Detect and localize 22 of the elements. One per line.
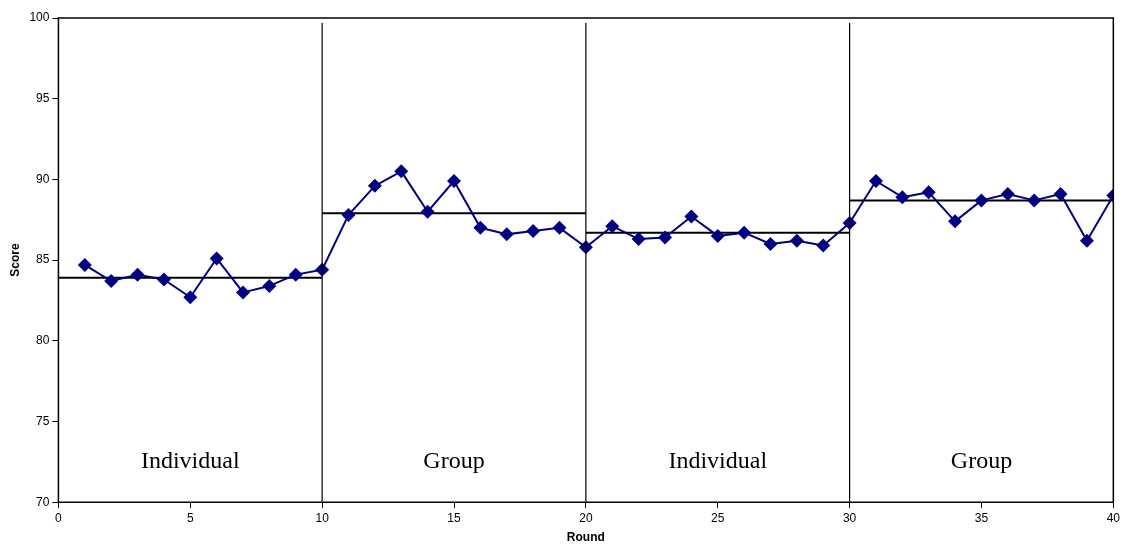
annotation: Individual	[140, 447, 240, 474]
annotation: Group	[950, 447, 1013, 474]
x-tick-label: 20	[579, 510, 593, 525]
y-axis-title: Score	[7, 243, 22, 277]
y-tick-label: 95	[36, 91, 50, 106]
x-tick-label: 25	[711, 510, 725, 525]
x-tick-label: 35	[974, 510, 989, 525]
y-tick-label: 70	[36, 494, 50, 509]
x-tick-label: 40	[1106, 510, 1121, 525]
x-tick-label: 0	[55, 510, 63, 525]
x-tick-label: 30	[842, 510, 857, 525]
y-tick-label: 100	[29, 10, 50, 25]
y-tick-label: 90	[36, 171, 50, 186]
annotation: Individual	[668, 447, 768, 474]
annotation: Group	[423, 447, 485, 474]
x-tick-label: 10	[315, 510, 330, 525]
x-tick-label: 5	[186, 510, 194, 525]
y-tick-label: 85	[36, 252, 50, 267]
y-tick-label: 80	[36, 333, 50, 348]
y-tick-label: 75	[36, 413, 50, 428]
x-axis-title: Round	[566, 530, 605, 545]
x-tick-label: 15	[447, 510, 461, 525]
